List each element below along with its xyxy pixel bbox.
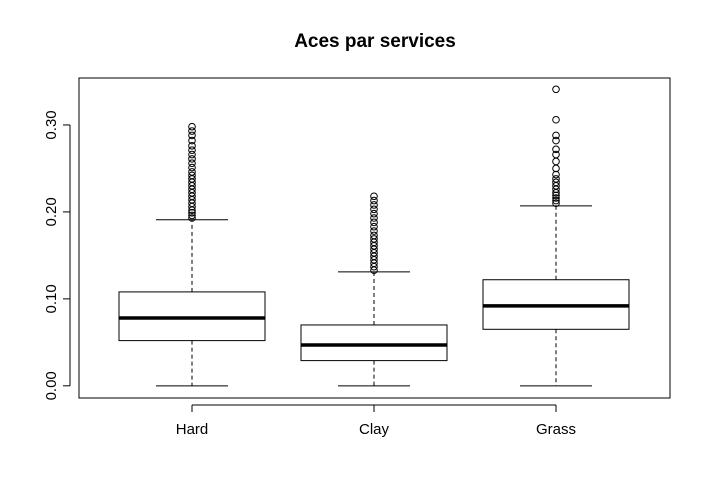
outlier-point <box>370 192 378 201</box>
x-tick-label: Clay <box>359 421 390 438</box>
boxes-group <box>118 85 630 387</box>
outlier-point <box>552 175 560 183</box>
box-grass <box>482 85 630 387</box>
box-hard <box>118 122 266 387</box>
outlier-point <box>370 222 378 231</box>
outlier-point <box>552 145 560 154</box>
outlier-point <box>370 227 378 235</box>
outlier-point <box>370 235 378 243</box>
outlier-point <box>552 115 560 124</box>
outlier-point <box>188 208 196 217</box>
outlier-point <box>552 150 560 159</box>
outlier-point <box>188 159 196 168</box>
outlier-point <box>188 142 196 150</box>
outlier-point <box>552 170 560 179</box>
chart-title: Aces par services <box>294 31 456 52</box>
outlier-point <box>188 150 196 159</box>
box-iqr <box>300 324 448 362</box>
outlier-point <box>552 191 560 200</box>
x-axis: Hard Clay Grass <box>176 404 576 438</box>
outlier-point <box>370 218 378 227</box>
y-tick-label: 0.20 <box>43 197 60 226</box>
outlier-point <box>370 205 378 214</box>
plot-frame <box>78 77 671 399</box>
outlier-point <box>370 231 378 240</box>
outlier-point <box>370 209 378 218</box>
outlier-point <box>188 214 196 222</box>
outlier-point <box>188 146 196 154</box>
outlier-point <box>188 122 196 131</box>
outlier-point <box>188 163 196 172</box>
outlier-point <box>552 178 560 187</box>
y-tick-label: 0.00 <box>43 371 60 400</box>
outlier-point <box>552 199 560 208</box>
outlier-point <box>552 131 560 140</box>
outlier-point <box>188 155 196 163</box>
outlier-point <box>552 85 560 94</box>
outlier-point <box>552 194 560 202</box>
y-axis: 0.00 0.10 0.20 0.30 <box>43 110 71 400</box>
outlier-point <box>552 136 560 145</box>
outlier-point <box>188 211 196 220</box>
outlier-point <box>188 168 196 176</box>
outlier-point <box>552 157 560 166</box>
x-tick-label: Grass <box>536 421 576 438</box>
y-tick-label: 0.30 <box>43 110 60 139</box>
outlier-point <box>188 127 196 135</box>
outlier-point <box>188 136 196 145</box>
outlier-point <box>370 214 378 222</box>
y-tick-label: 0.10 <box>43 284 60 313</box>
outlier-point <box>370 196 378 205</box>
outlier-point <box>370 201 378 209</box>
outlier-point <box>552 196 560 205</box>
outlier-point <box>188 171 196 180</box>
box-clay <box>300 192 448 387</box>
outlier-point <box>188 131 196 140</box>
x-tick-label: Hard <box>176 421 209 438</box>
